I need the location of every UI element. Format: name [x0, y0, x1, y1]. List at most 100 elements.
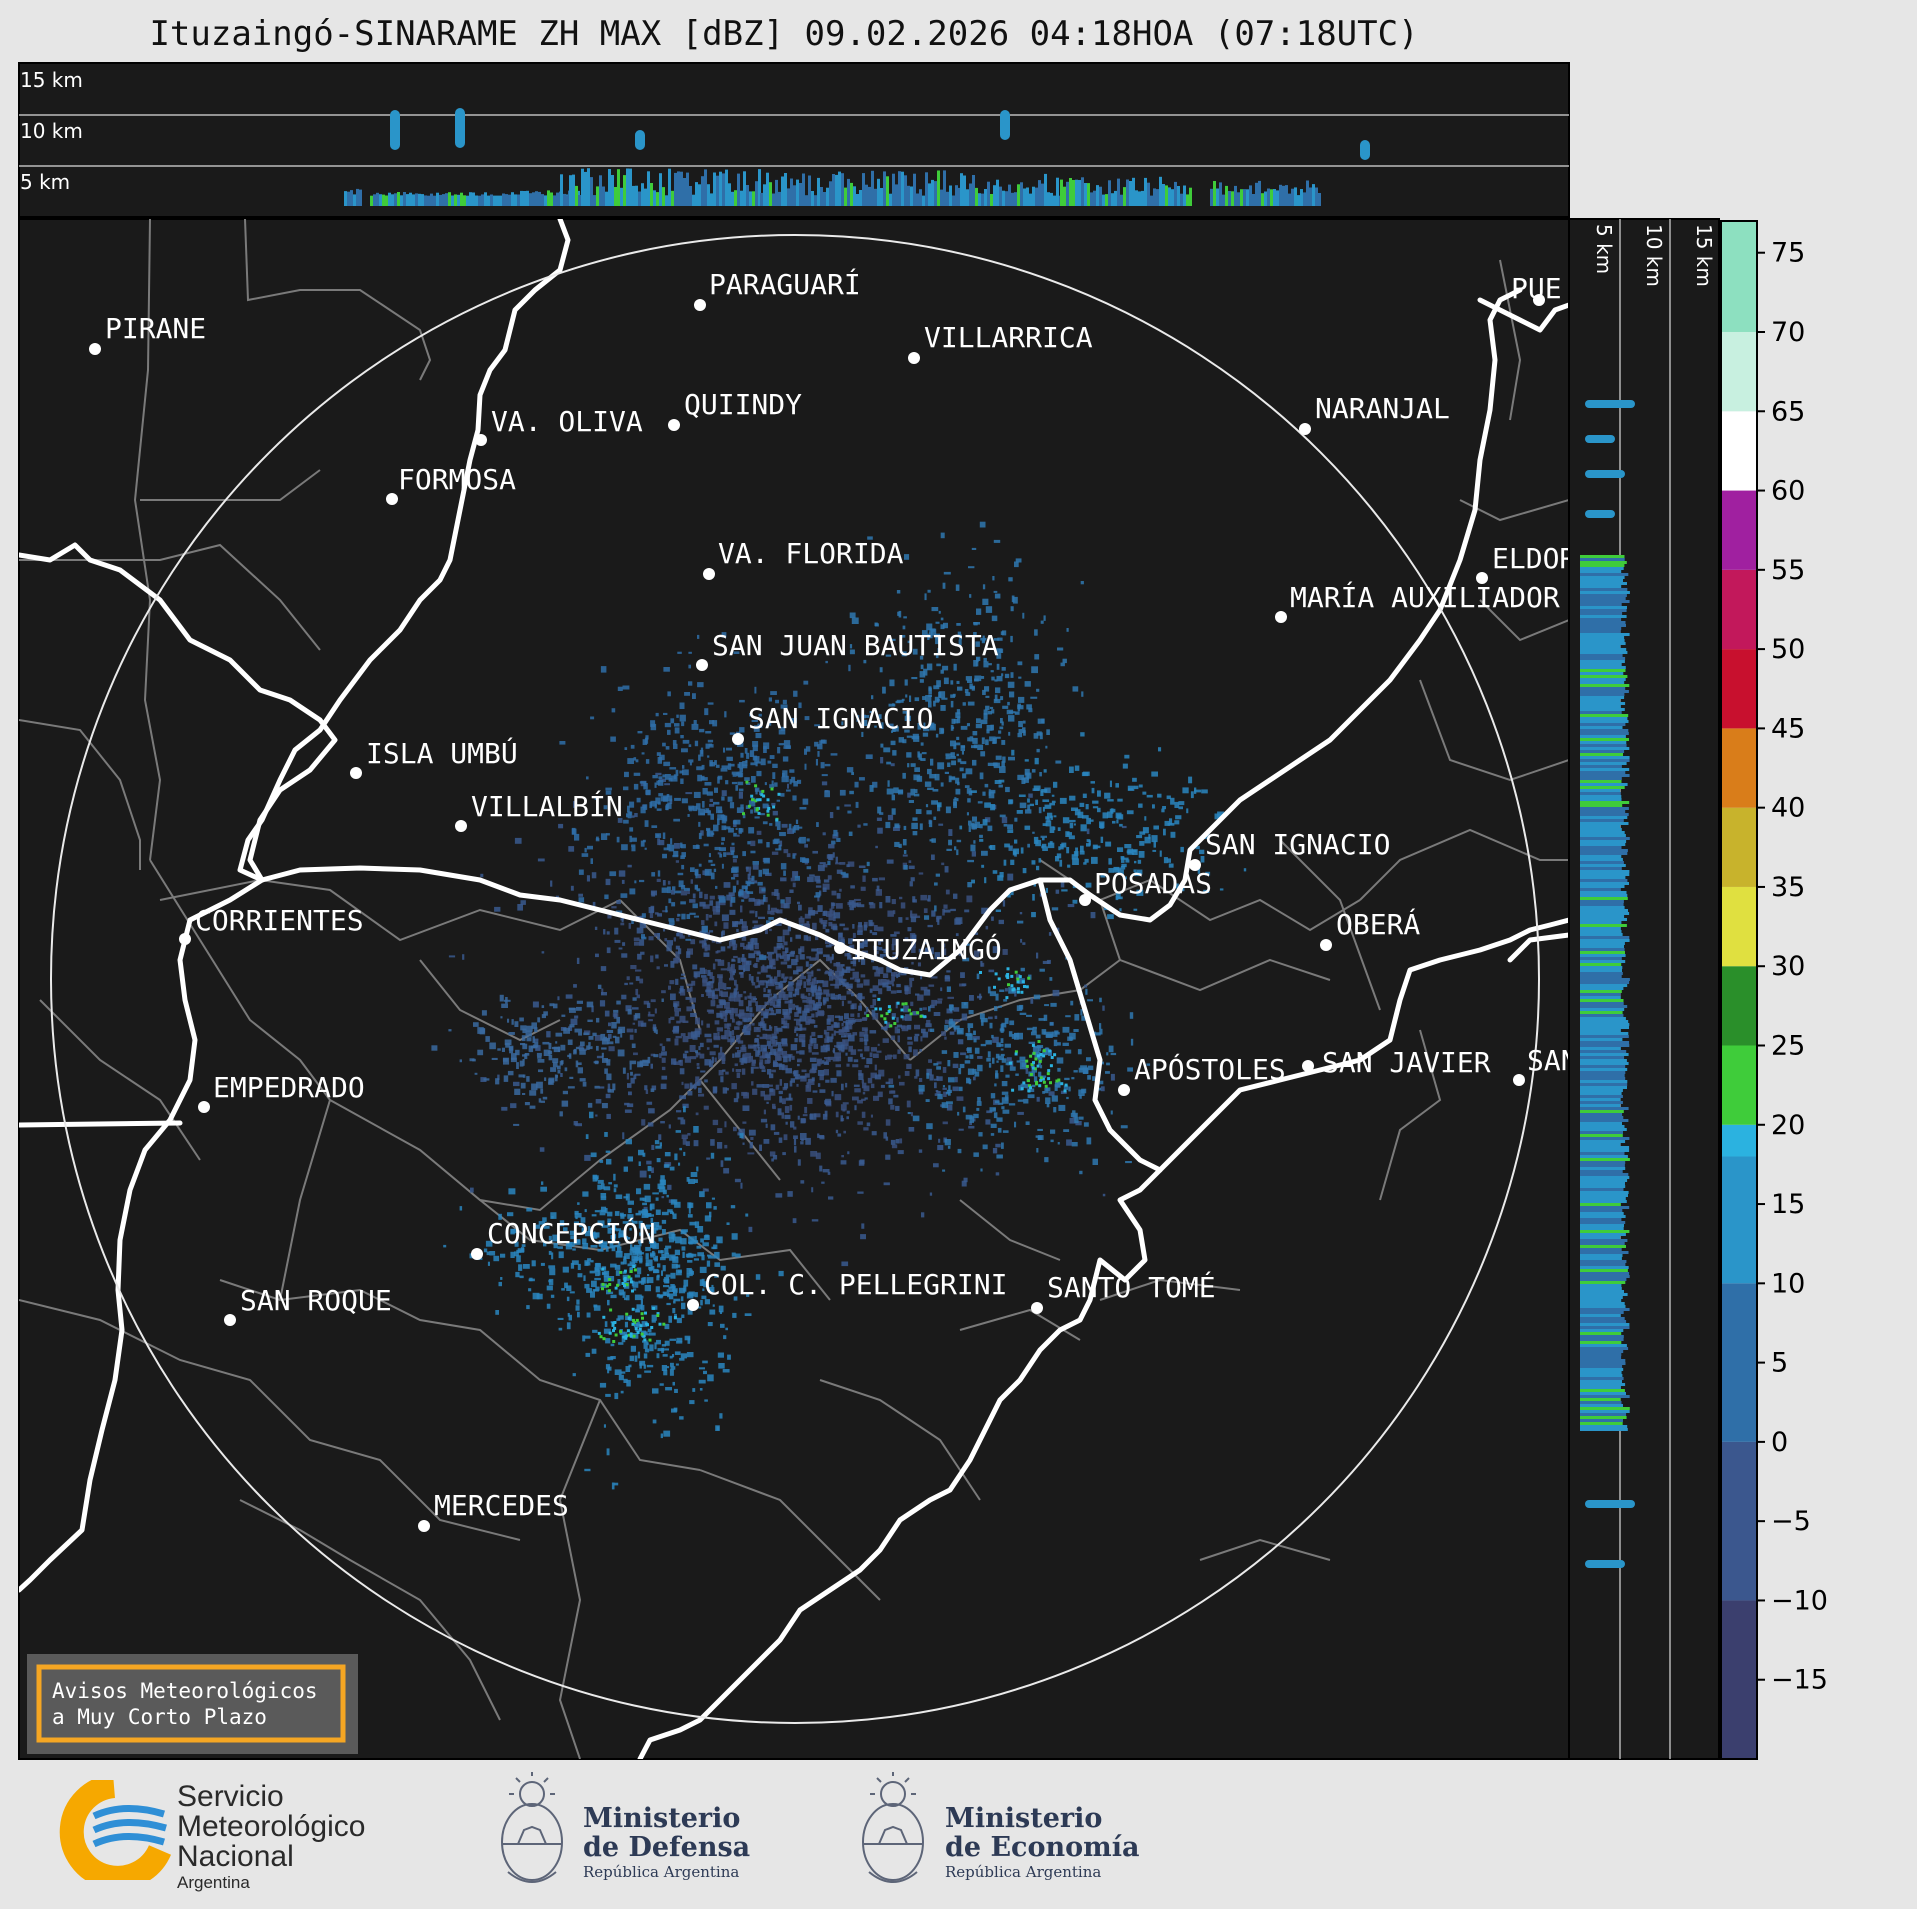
echo-pixel	[900, 1008, 904, 1012]
warning-box[interactable]: Avisos Meteorológicos a Muy Corto Plazo	[27, 1654, 358, 1754]
echo-pixel	[1006, 967, 1010, 971]
echo-pixel	[995, 909, 1001, 912]
echo-pixel	[853, 1084, 860, 1087]
echo-pixel	[1026, 704, 1032, 710]
echo-pixel	[784, 1106, 790, 1113]
top-echo-column	[841, 173, 844, 206]
echo-pixel	[843, 1130, 846, 1134]
echo-pixel	[981, 962, 985, 967]
echo-pixel	[995, 993, 999, 1001]
echo-pixel	[676, 1340, 683, 1344]
echo-pixel	[1031, 666, 1038, 674]
echo-pixel	[866, 1014, 870, 1018]
top-echoes	[344, 108, 1370, 206]
echo-pixel	[673, 1061, 681, 1065]
echo-pixel	[1178, 806, 1183, 810]
echo-pixel	[967, 679, 973, 683]
echo-pixel	[676, 1264, 681, 1268]
echo-pixel	[824, 970, 830, 974]
echo-pixel	[1046, 729, 1050, 735]
echo-pixel	[862, 941, 868, 947]
echo-pixel	[1027, 1094, 1035, 1099]
echo-pixel	[1023, 1098, 1029, 1104]
echo-pixel	[796, 1050, 800, 1054]
echo-pixel	[664, 938, 668, 942]
echo-pixel	[782, 1086, 788, 1091]
top-echo-column	[978, 193, 981, 206]
echo-pixel	[608, 1283, 612, 1286]
echo-pixel	[913, 793, 920, 797]
echo-pixel	[697, 634, 700, 639]
echo-pixel	[990, 724, 994, 731]
echo-pixel	[1036, 688, 1040, 692]
echo-pixel	[741, 957, 746, 962]
echo-pixel	[823, 1069, 829, 1076]
echo-pixel	[641, 1210, 649, 1213]
echo-pixel	[1000, 1038, 1004, 1044]
top-echo-column	[400, 195, 403, 206]
echo-pixel	[803, 923, 810, 929]
top-echo-column	[1105, 194, 1108, 206]
echo-pixel	[953, 798, 957, 806]
echo-pixel	[948, 1004, 954, 1011]
top-echo-column	[499, 195, 502, 206]
echo-pixel	[881, 1026, 887, 1030]
echo-pixel	[932, 789, 939, 792]
echo-pixel	[632, 1318, 635, 1322]
echo-pixel	[800, 916, 803, 920]
echo-pixel	[587, 1019, 593, 1022]
echo-pixel	[871, 1009, 876, 1017]
echo-pixel	[963, 1177, 968, 1183]
echo-pixel	[520, 1043, 526, 1046]
side-echo-row	[1580, 1116, 1624, 1119]
echo-pixel	[1031, 860, 1036, 865]
echo-pixel	[910, 916, 917, 923]
echo-pixel	[616, 836, 620, 843]
echo-pixel	[1015, 558, 1022, 563]
echo-pixel	[843, 873, 849, 878]
echo-pixel	[508, 1045, 514, 1051]
echo-pixel	[600, 1033, 606, 1041]
top-echo-column	[433, 195, 436, 206]
echo-pixel	[760, 793, 764, 797]
echo-pixel	[639, 1060, 643, 1067]
echo-pixel	[987, 825, 993, 832]
echo-pixel	[1190, 791, 1194, 799]
echo-pixel	[665, 774, 671, 780]
echo-pixel	[980, 1168, 983, 1172]
echo-pixel	[802, 1010, 808, 1016]
echo-pixel	[1039, 732, 1043, 740]
top-echo-column	[436, 192, 439, 206]
echo-pixel	[740, 752, 744, 758]
echo-pixel	[746, 1294, 750, 1297]
echo-pixel	[823, 954, 830, 957]
echo-pixel	[638, 1327, 642, 1331]
echo-pixel	[716, 1004, 723, 1009]
echo-pixel	[759, 924, 764, 928]
top-echo-column	[454, 194, 457, 206]
side-echo-row	[1580, 774, 1630, 777]
echo-pixel	[900, 902, 906, 909]
top-echo-column	[1264, 191, 1267, 206]
echo-pixel	[709, 1309, 716, 1315]
echo-pixel	[514, 837, 522, 844]
echo-pixel	[516, 1255, 521, 1263]
city-label: VILLALBÍN	[471, 789, 623, 823]
echo-pixel	[861, 958, 866, 965]
echo-pixel	[828, 922, 833, 927]
echo-pixel	[1095, 1032, 1101, 1036]
echo-pixel	[920, 974, 923, 980]
echo-pixel	[699, 1191, 705, 1198]
echo-pixel	[562, 1090, 568, 1095]
echo-pixel	[971, 822, 975, 828]
echo-pixel	[944, 771, 949, 774]
echo-pixel	[1036, 1096, 1040, 1102]
echo-pixel	[703, 952, 710, 957]
echo-pixel	[851, 617, 859, 624]
echo-pixel	[732, 943, 736, 950]
echo-pixel	[797, 1159, 801, 1166]
echo-pixel	[871, 695, 874, 700]
echo-pixel	[676, 932, 680, 937]
echo-pixel	[856, 715, 860, 722]
echo-pixel	[732, 1018, 735, 1023]
